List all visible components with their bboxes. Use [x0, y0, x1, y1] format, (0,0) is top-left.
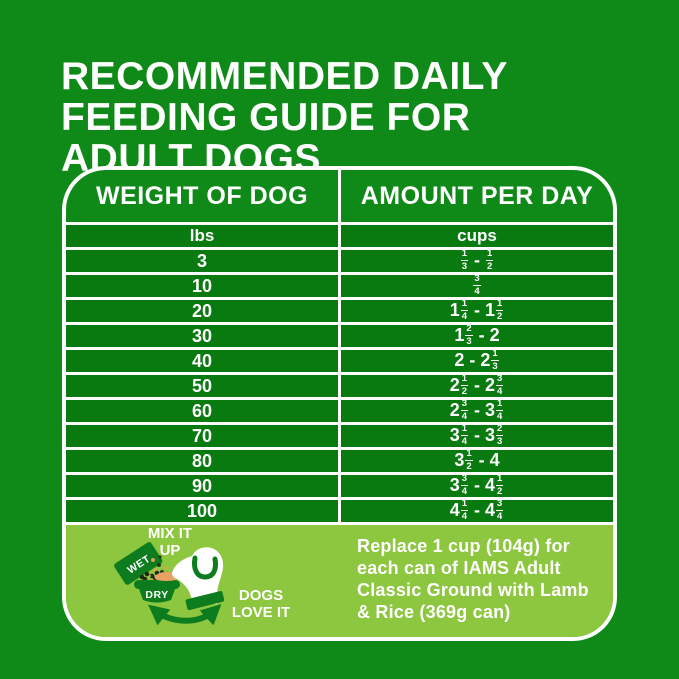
dogs-love-it-label: DOGS LOVE IT: [218, 587, 304, 621]
mix-it-up-label: MIX IT UP: [138, 525, 202, 559]
page-title: RECOMMENDED DAILY FEEDING GUIDE FOR ADUL…: [61, 56, 508, 179]
dry-bowl-label: DRY: [145, 589, 168, 601]
pouring-food-icon: [151, 555, 168, 574]
amount-column-header: AMOUNT PER DAY: [341, 170, 613, 222]
swap-arrow-icon: [148, 604, 222, 626]
page-title-line: FEEDING GUIDE FOR: [61, 96, 471, 140]
mix-it-up-banner: WET: [66, 522, 613, 637]
mix-it-up-illustration: WET: [108, 525, 323, 637]
weight-value-cell: 20: [66, 300, 338, 322]
weight-value-cell: 60: [66, 400, 338, 422]
dog-tongue-icon: [154, 571, 176, 581]
weight-value-cell: 70: [66, 425, 338, 447]
dog-ear-icon: [192, 555, 218, 580]
wet-can-icon: WET: [114, 542, 163, 585]
weight-value-cell: 30: [66, 325, 338, 347]
weight-value-cell: 10: [66, 275, 338, 297]
mix-it-up-line: MIX IT: [147, 525, 193, 542]
replacement-note: Replace 1 cup (104g) for each can of IAM…: [357, 535, 589, 623]
weight-unit-cell: lbs: [66, 225, 338, 247]
weight-column-header: WEIGHT OF DOG: [66, 170, 338, 222]
replacement-note-line: & Rice (369g can): [357, 602, 511, 622]
weight-value-cell: 100: [66, 500, 338, 522]
weight-value-cell: 80: [66, 450, 338, 472]
replacement-note-line: Replace 1 cup (104g) for: [357, 536, 570, 556]
weight-value-cell: 90: [66, 475, 338, 497]
weight-value-cell: 40: [66, 350, 338, 372]
weight-value-cell: 3: [66, 250, 338, 272]
replacement-note-line: Classic Ground with Lamb: [357, 580, 589, 600]
page-title-line: RECOMMENDED DAILY: [61, 55, 508, 99]
amount-unit-cell: cups: [341, 225, 613, 247]
replacement-note-line: each can of IAMS Adult: [357, 558, 561, 578]
mix-it-up-graphic: WET: [114, 542, 225, 626]
dogs-love-it-line: DOGS: [238, 587, 284, 604]
weight-value-cell: 50: [66, 375, 338, 397]
dogs-love-it-line: LOVE IT: [231, 604, 291, 621]
mix-it-up-line: UP: [159, 542, 181, 559]
